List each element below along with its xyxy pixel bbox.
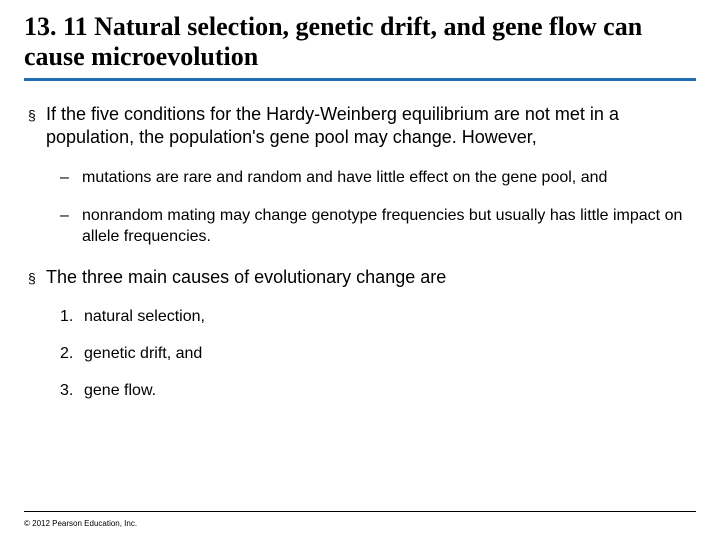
bullet-marker: §	[28, 103, 46, 124]
numbered-text: genetic drift, and	[84, 344, 688, 365]
bullet-marker: –	[60, 168, 82, 189]
numbered-text: natural selection,	[84, 307, 688, 328]
numbered-item: 3. gene flow.	[60, 381, 688, 402]
number-marker: 1.	[60, 307, 84, 328]
numbered-text: gene flow.	[84, 381, 688, 402]
bullet-marker: §	[28, 266, 46, 287]
bullet-text: If the five conditions for the Hardy-Wei…	[46, 103, 688, 150]
bullet-text: mutations are rare and random and have l…	[82, 168, 688, 189]
numbered-item: 2. genetic drift, and	[60, 344, 688, 365]
number-marker: 3.	[60, 381, 84, 402]
sub-bullet-item: – nonrandom mating may change genotype f…	[60, 206, 688, 248]
title-underline	[24, 78, 696, 81]
bullet-marker: –	[60, 206, 82, 227]
sub-bullet-item: – mutations are rare and random and have…	[60, 168, 688, 189]
slide-title: 13. 11 Natural selection, genetic drift,…	[24, 12, 696, 72]
bullet-item: § If the five conditions for the Hardy-W…	[28, 103, 688, 150]
slide: 13. 11 Natural selection, genetic drift,…	[0, 0, 720, 540]
bullet-item: § The three main causes of evolutionary …	[28, 266, 688, 289]
footer-rule	[24, 511, 696, 512]
bullet-text: nonrandom mating may change genotype fre…	[82, 206, 688, 248]
bullet-text: The three main causes of evolutionary ch…	[46, 266, 688, 289]
number-marker: 2.	[60, 344, 84, 365]
slide-content: § If the five conditions for the Hardy-W…	[24, 103, 696, 402]
copyright-text: © 2012 Pearson Education, Inc.	[24, 519, 137, 528]
numbered-item: 1. natural selection,	[60, 307, 688, 328]
